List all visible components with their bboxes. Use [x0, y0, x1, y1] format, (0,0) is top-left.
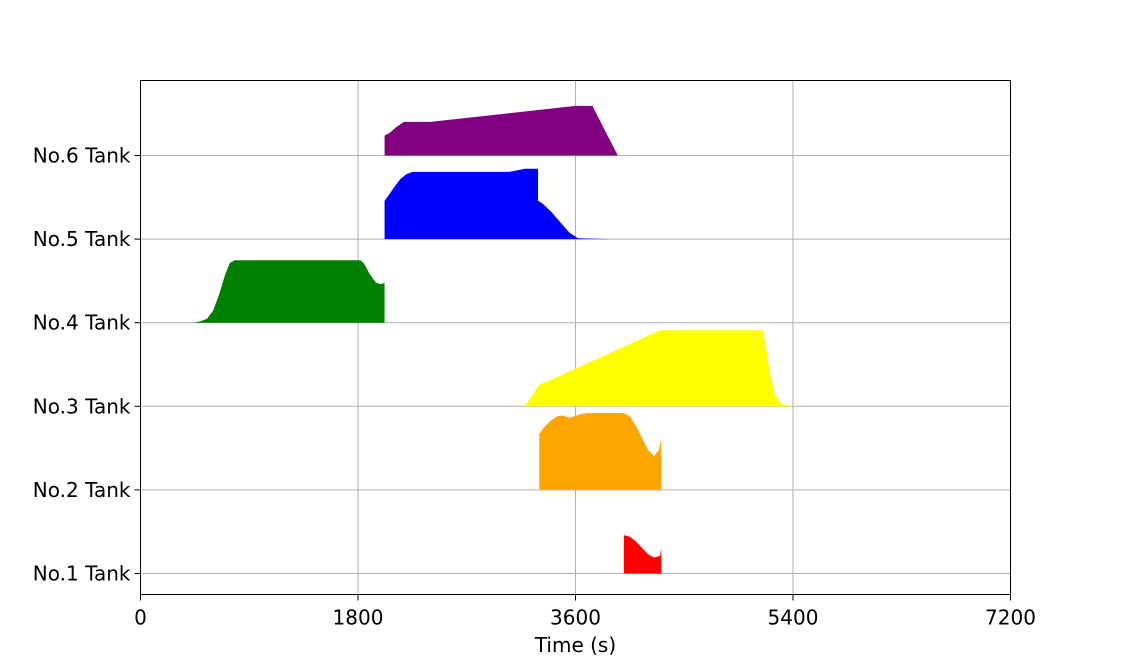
tank-areas: [193, 105, 793, 574]
x-tick-label: 5400: [768, 606, 819, 630]
y-tick-label: No.4 Tank: [33, 311, 131, 335]
x-tick-label: 3600: [550, 606, 601, 630]
y-tick-label: No.3 Tank: [33, 394, 131, 418]
area-no-6-tank: [384, 105, 618, 156]
area-no-3-tank: [524, 330, 793, 407]
x-tick-label: 1800: [333, 606, 384, 630]
area-no-4-tank: [193, 260, 385, 323]
area-no-2-tank: [539, 413, 662, 490]
y-axis-ticks: No.1 Tank No.2 Tank No.3 Tank No.4 Tank No.5…: [33, 144, 141, 586]
area-no-5-tank: [384, 168, 612, 240]
x-axis-label: Time (s): [534, 633, 616, 657]
x-axis-ticks: 0 1800 3600 5400 7200: [134, 594, 1036, 630]
y-tick-label: No.5 Tank: [33, 227, 131, 251]
x-tick-label: 7200: [985, 606, 1036, 630]
x-tick-label: 0: [134, 606, 147, 630]
y-tick-label: No.1 Tank: [33, 562, 131, 586]
area-no-1-tank: [623, 535, 662, 574]
y-tick-label: No.6 Tank: [33, 144, 131, 168]
grid-lines: [140, 80, 1011, 595]
y-tick-label: No.2 Tank: [33, 478, 131, 502]
